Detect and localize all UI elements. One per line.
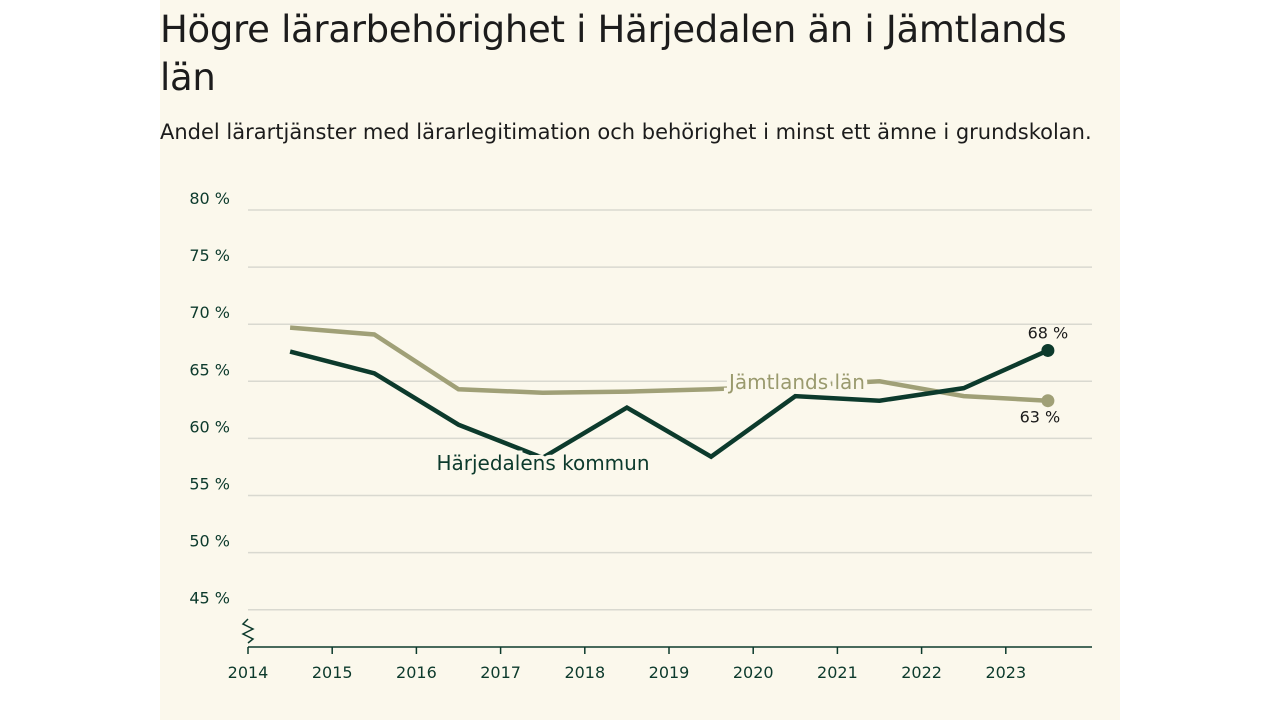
end-point-harjedalens-kommun <box>1041 343 1055 357</box>
x-tick-label: 2014 <box>228 663 269 682</box>
end-label-harjedalens-kommun: 68 % <box>1028 323 1069 342</box>
x-tick-label: 2019 <box>649 663 690 682</box>
y-tick-label: 65 % <box>189 360 230 379</box>
axis-break-icon <box>241 618 255 644</box>
end-point-jamtlands-lan <box>1041 394 1055 408</box>
y-tick-label: 60 % <box>189 417 230 436</box>
series-line-harjedalens-kommun <box>289 348 1049 461</box>
chart-title: Högre lärarbehörighet i Härjedalen än i … <box>160 8 1067 99</box>
series-line-jamtlands-lan <box>289 325 1049 403</box>
y-tick-label: 45 % <box>189 589 230 608</box>
series-label-jamtlands-lan: Jämtlands län <box>727 370 865 394</box>
series-label-harjedalens-kommun: Härjedalens kommun <box>436 451 649 475</box>
y-tick-label: 50 % <box>189 532 230 551</box>
x-tick-label: 2018 <box>564 663 605 682</box>
y-tick-label: 75 % <box>189 246 230 265</box>
y-tick-label: 55 % <box>189 475 230 494</box>
x-tick-label: 2021 <box>817 663 858 682</box>
y-tick-label: 80 % <box>189 189 230 208</box>
chart-subtitle: Andel lärartjänster med lärarlegitimatio… <box>160 120 1092 144</box>
x-tick-label: 2015 <box>312 663 353 682</box>
x-tick-label: 2023 <box>985 663 1026 682</box>
x-tick-label: 2016 <box>396 663 437 682</box>
y-tick-label: 70 % <box>189 303 230 322</box>
chart-card: Högre lärarbehörighet i Härjedalen än i … <box>160 0 1120 720</box>
x-tick-label: 2017 <box>480 663 521 682</box>
x-tick-label: 2020 <box>733 663 774 682</box>
end-label-jamtlands-lan: 63 % <box>1020 408 1061 427</box>
line-chart: 80 % 75 % 70 % 65 % 60 % 55 % 50 % 45 % 2014 2015… <box>189 189 1092 682</box>
x-tick-label: 2022 <box>901 663 942 682</box>
